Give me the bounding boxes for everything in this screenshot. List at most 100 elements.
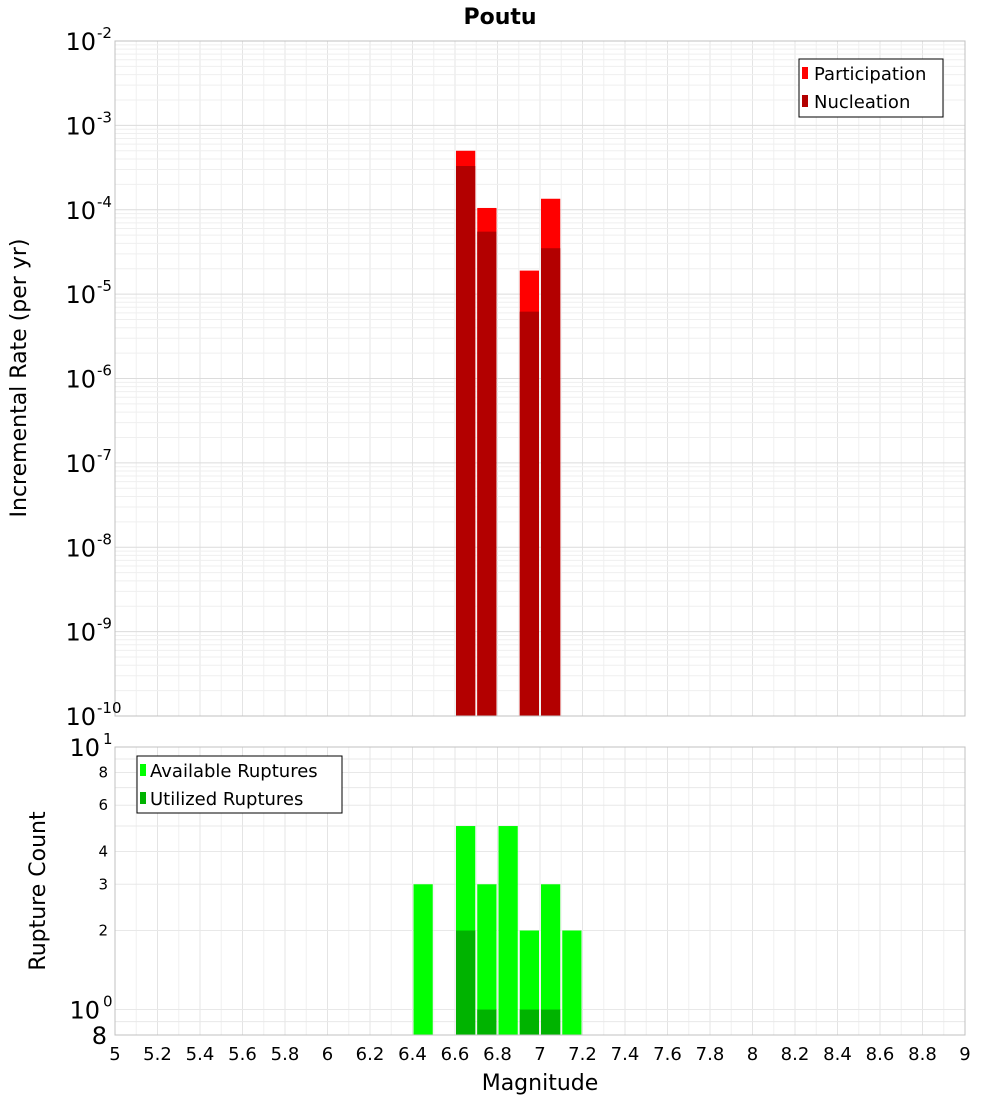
rate-y-tick-label: 10 -7 [65,446,112,478]
x-tick-label: 9 [959,1044,970,1065]
rate-y-tick-labels: 10-210-310-410-510-610-710-810-910-10 [65,24,121,731]
tick-base: 10 [65,619,96,647]
tick-base: 10 [65,112,96,140]
tick-base: 10 [69,997,100,1025]
available-ruptures-bar [477,884,497,1035]
count-plot-border [114,746,966,1036]
count-legend-box [136,755,343,814]
x-tick-label: 7.8 [696,1044,725,1065]
rate-y-tick-label: 10 -10 [65,699,121,731]
rate-bars [456,150,561,717]
count-y-tick-label: 8 [92,1022,107,1050]
x-tick-label: 5.8 [271,1044,300,1065]
tick-base: 10 [65,534,96,562]
x-tick-label: 5.6 [228,1044,257,1065]
rate-y-tick-label: 10 -4 [65,193,112,225]
utilized-ruptures-legend-label: Utilized Ruptures [150,789,303,810]
tick-base: 10 [65,197,96,225]
x-tick-label: 7 [534,1044,545,1065]
tick-exponent: -6 [97,362,112,380]
utilized-ruptures-bar [519,1009,539,1035]
utilized-ruptures-bar [456,930,476,1035]
rate-y-tick-label: 10 -2 [65,24,112,56]
rate-panel: 10-210-310-410-510-610-710-810-910-10 In… [7,24,966,731]
rate-y-tick-label: 10 -5 [65,277,112,309]
count-legend: Available Ruptures Utilized Ruptures [136,755,343,814]
available-ruptures-bar [541,884,561,1035]
x-tick-label: 6.2 [356,1044,385,1065]
x-tick-label: 8.8 [908,1044,937,1065]
x-tick-labels: 5 5.2 5.4 5.6 5.8 6 6.2 6.4 6.6 6.8 7 7.2 7.4 7.6 7.8 8… [109,1044,970,1065]
x-tick-label: 7.6 [653,1044,682,1065]
available-ruptures-bar [498,826,518,1035]
tick-base: 10 [65,366,96,394]
rate-y-tick-label: 10 -9 [65,615,112,647]
tick-exponent: -5 [97,277,112,295]
tick-exponent: 1 [103,730,113,748]
nucleation-legend-swatch [802,95,808,107]
chart-title: Poutu [463,5,536,30]
x-tick-label: 7.2 [568,1044,597,1065]
tick-exponent: -10 [97,699,122,717]
count-y-axis-title: Rupture Count [26,811,51,971]
count-y-tick-label: 3 [98,875,108,893]
tick-exponent: -2 [97,24,112,42]
rate-y-tick-label: 10 -3 [65,108,112,140]
available-ruptures-legend-label: Available Ruptures [150,761,318,782]
tick-exponent: -8 [97,530,112,548]
participation-legend-swatch [802,67,808,79]
count-y-tick-label: 10 1 [69,730,112,762]
tick-exponent: -9 [97,615,112,633]
tick-exponent: -7 [97,446,112,464]
participation-legend-label: Participation [814,64,926,85]
rate-plot-border [114,40,966,717]
tick-base: 10 [65,28,96,56]
available-ruptures-bar [562,930,582,1035]
rate-y-tick-label: 10 -8 [65,530,112,562]
utilized-ruptures-legend-swatch [140,792,146,804]
nucleation-bar [519,311,539,716]
x-tick-label: 6.8 [483,1044,512,1065]
nucleation-bar [477,231,497,716]
count-y-tick-label: 4 [98,842,108,860]
count-bars [413,826,582,1035]
x-tick-label: 5 [109,1044,120,1065]
available-ruptures-bar [413,884,433,1035]
rate-legend-box [798,58,944,118]
rate-legend: Participation Nucleation [798,58,944,118]
available-ruptures-legend-swatch [140,764,146,776]
nucleation-bar [541,248,561,717]
count-y-tick-label: 10 0 [69,993,112,1025]
x-tick-label: 6.4 [398,1044,427,1065]
utilized-ruptures-bar [541,1009,561,1035]
nucleation-bar [456,166,476,717]
x-tick-label: 6.6 [441,1044,470,1065]
nucleation-legend-label: Nucleation [814,92,910,113]
rate-y-axis-title: Incremental Rate (per yr) [7,239,32,518]
rate-y-tick-label: 10 -6 [65,362,112,394]
x-tick-label: 8 [747,1044,758,1065]
count-y-tick-label: 8 [98,763,108,781]
x-axis-title: Magnitude [482,1071,599,1096]
utilized-ruptures-bar [477,1009,497,1035]
x-tick-label: 6 [322,1044,333,1065]
tick-exponent: -4 [97,193,112,211]
tick-exponent: -3 [97,108,112,126]
count-y-tick-label: 6 [98,796,108,814]
x-tick-label: 8.4 [823,1044,852,1065]
x-tick-label: 7.4 [611,1044,640,1065]
x-tick-label: 5.2 [143,1044,172,1065]
x-tick-label: 8.2 [781,1044,810,1065]
tick-base: 10 [65,450,96,478]
available-ruptures-bar [519,930,539,1035]
tick-base: 10 [65,281,96,309]
rate-gridlines [114,41,966,717]
count-y-tick-label: 2 [98,922,108,940]
tick-base: 10 [65,703,96,731]
tick-base: 10 [69,734,100,762]
x-tick-label: 5.4 [186,1044,215,1065]
x-tick-label: 8.6 [866,1044,895,1065]
